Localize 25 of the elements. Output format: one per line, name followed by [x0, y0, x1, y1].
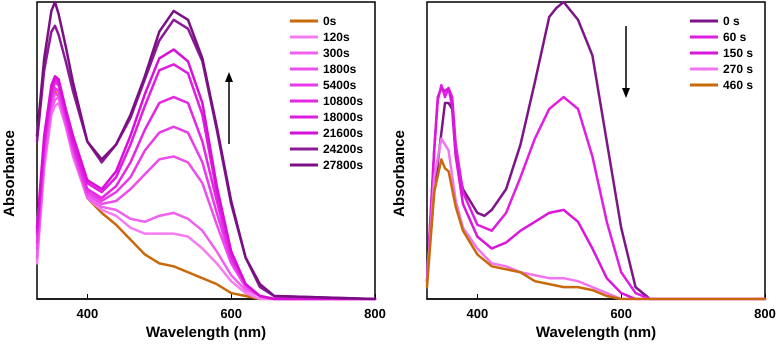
legend-label: 21600s	[322, 126, 364, 140]
x-axis-title: Wavelength (nm)	[146, 324, 266, 341]
legend-label: 27800s	[322, 158, 364, 172]
legend-label: 150 s	[722, 46, 754, 60]
legend-label: 1800s	[322, 62, 357, 76]
x-tick-label: 800	[754, 306, 776, 321]
legend-label: 270 s	[722, 62, 754, 76]
legend-label: 0s	[322, 14, 337, 28]
x-tick-label: 400	[76, 306, 98, 321]
x-tick-label: 600	[610, 306, 632, 321]
x-axis-title: Wavelength (nm)	[536, 324, 656, 341]
legend-label: 60 s	[722, 30, 747, 44]
x-tick-label: 800	[364, 306, 386, 321]
legend-label: 18000s	[322, 110, 364, 124]
x-tick-label: 400	[466, 306, 488, 321]
x-tick-label: 600	[220, 306, 242, 321]
legend-label: 460 s	[722, 78, 754, 92]
legend-label: 0 s	[722, 14, 740, 28]
legend-label: 300s	[322, 46, 350, 60]
legend-label: 120s	[322, 30, 350, 44]
y-axis-title: Absorbance	[1, 130, 18, 217]
legend-label: 10800s	[322, 94, 364, 108]
legend-label: 24200s	[322, 142, 364, 156]
legend-label: 5400s	[322, 78, 357, 92]
y-axis-title: Absorbance	[391, 130, 408, 217]
